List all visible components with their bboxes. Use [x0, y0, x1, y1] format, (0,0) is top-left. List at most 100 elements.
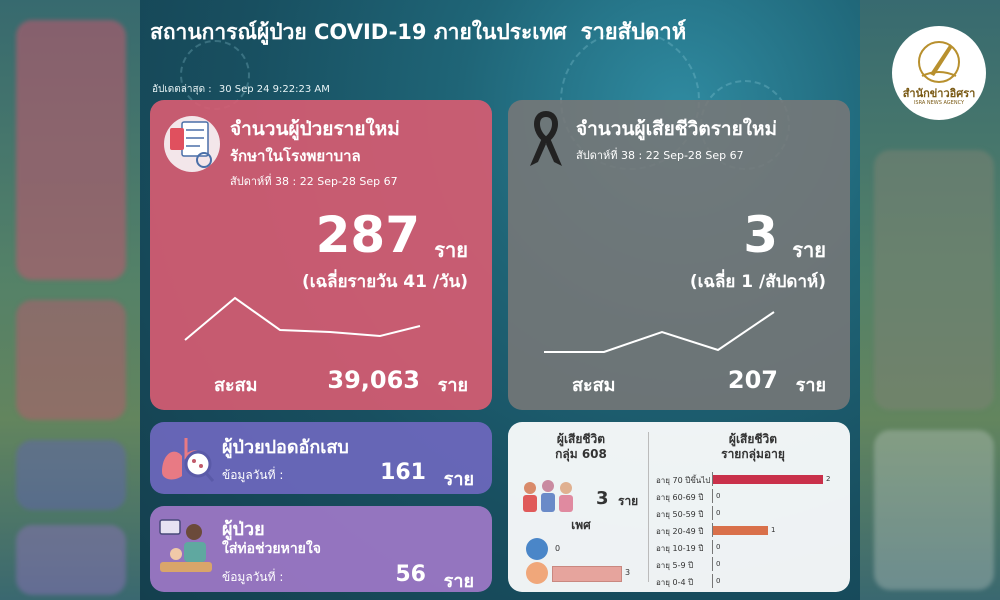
- elderly-group-icon: [523, 480, 573, 512]
- age-group-value: 0: [716, 492, 721, 500]
- page-title-suffix: รายสัปดาห์: [580, 20, 687, 45]
- new-deaths-value: 3: [743, 206, 778, 264]
- background-ghost-card: [16, 525, 126, 595]
- isra-news-logo: สำนักข่าวอิศรา ISRA NEWS AGENCY: [892, 26, 986, 120]
- last-updated-label: อัปเดตล่าสุด :: [152, 84, 212, 95]
- ventilator-subtitle: ใส่ท่อช่วยหายใจ: [222, 541, 321, 557]
- age-group-label: อายุ 50-59 ปี: [656, 510, 704, 519]
- new-cases-unit: ราย: [434, 238, 468, 262]
- new-deaths-trend-line: [544, 311, 775, 353]
- age-group-value: 0: [716, 509, 721, 517]
- new-deaths-card: จำนวนผู้เสียชีวิตรายใหม่ สัปดาห์ที่ 38 :…: [508, 100, 850, 410]
- ventilator-title: ผู้ป่วย: [222, 519, 265, 540]
- pneumonia-unit: ราย: [443, 469, 474, 490]
- new-deaths-cumulative-unit: ราย: [795, 375, 826, 396]
- background-ghost-card: [874, 150, 994, 410]
- age-group-axis: [712, 489, 713, 503]
- background-left: [0, 0, 140, 600]
- ventilator-card: ผู้ป่วย ใส่ท่อช่วยหายใจ ข้อมูลวันที่ : 5…: [150, 506, 492, 592]
- male-avatar-icon: [526, 538, 548, 560]
- new-cases-subtitle: รักษาในโรงพยาบาล: [230, 147, 361, 165]
- age-group-axis: [712, 557, 713, 571]
- page-title: สถานการณ์ผู้ป่วย COVID-19 ภายในประเทศ ราย…: [150, 14, 850, 49]
- background-ghost-card: [16, 440, 126, 510]
- new-cases-trend-line: [184, 296, 421, 341]
- group-608-title-line2: กลุ่ม 608: [555, 447, 607, 461]
- age-group-label: อายุ 10-19 ปี: [656, 544, 704, 553]
- new-cases-cumulative-value: 39,063: [327, 366, 420, 394]
- group-608-title-line1: ผู้เสียชีวิต: [556, 432, 606, 446]
- age-group-value: 0: [716, 543, 721, 551]
- new-deaths-title: จำนวนผู้เสียชีวิตรายใหม่: [576, 118, 778, 140]
- age-group-bar: [713, 475, 823, 484]
- last-updated-value: 30 Sep 24 9:22:23 AM: [218, 84, 330, 95]
- age-group-axis: [712, 523, 713, 537]
- gender-row-female: 3: [526, 562, 646, 584]
- age-group-label: อายุ 20-49 ปี: [656, 527, 704, 536]
- ventilator-patient-icon: [159, 519, 212, 572]
- new-cases-value: 287: [315, 206, 420, 264]
- background-ghost-card: [874, 430, 994, 590]
- age-group-bar: [713, 526, 768, 535]
- age-group-label: อายุ 0-4 ปี: [656, 578, 694, 587]
- group-608-title: ผู้เสียชีวิต กลุ่ม 608: [526, 432, 636, 462]
- age-group-axis: [712, 540, 713, 554]
- gender-row-male: 0: [526, 538, 646, 560]
- age-group-value: 1: [771, 526, 776, 534]
- age-group-label: อายุ 5-9 ปี: [656, 561, 694, 570]
- gender-title: เพศ: [571, 518, 591, 532]
- page-title-main: สถานการณ์ผู้ป่วย COVID-19 ภายในประเทศ: [150, 20, 567, 44]
- new-cases-card: จำนวนผู้ป่วยรายใหม่ รักษาในโรงพยาบาล สัป…: [150, 100, 492, 410]
- mourning-ribbon-icon: [530, 110, 562, 166]
- pneumonia-value: 161: [380, 460, 426, 485]
- age-group-value: 2: [826, 475, 831, 483]
- age-group-label: อายุ 60-69 ปี: [656, 493, 704, 502]
- new-cases-average: (เฉลี่ยรายวัน 41 /วัน): [302, 272, 468, 292]
- group-608-unit: ราย: [618, 494, 639, 508]
- new-deaths-average: (เฉลี่ย 1 /สัปดาห์): [689, 272, 826, 292]
- quill-icon: [918, 41, 960, 83]
- age-group-title: ผู้เสียชีวิต รายกลุ่มอายุ: [668, 432, 838, 462]
- last-updated: อัปเดตล่าสุด : 30 Sep 24 9:22:23 AM: [152, 82, 330, 97]
- age-group-axis: [712, 574, 713, 588]
- age-group-axis: [712, 472, 713, 486]
- ventilator-value: 56: [395, 562, 426, 587]
- age-group-row: อายุ 5-9 ปี 0: [656, 557, 846, 571]
- new-cases-title: จำนวนผู้ป่วยรายใหม่: [230, 118, 400, 140]
- age-group-title-line1: ผู้เสียชีวิต: [728, 432, 778, 446]
- age-group-row: อายุ 60-69 ปี 0: [656, 489, 846, 503]
- new-cases-cumulative-label: สะสม: [214, 375, 258, 396]
- age-group-value: 0: [716, 560, 721, 568]
- age-group-title-line2: รายกลุ่มอายุ: [721, 447, 785, 461]
- new-deaths-unit: ราย: [792, 238, 826, 262]
- ventilator-unit: ราย: [443, 571, 474, 592]
- stats-divider: [648, 432, 649, 582]
- new-deaths-cumulative-value: 207: [727, 366, 778, 394]
- deaths-breakdown-card: ผู้เสียชีวิต กลุ่ม 608 3 ราย เพศ 0 3 ผู้…: [508, 422, 850, 592]
- logo-name-th: สำนักข่าวอิศรา: [902, 87, 976, 100]
- female-value: 3: [625, 568, 631, 577]
- medical-report-icon: [164, 116, 220, 172]
- pneumonia-title: ผู้ป่วยปอดอักเสบ: [222, 437, 349, 458]
- lungs-icon: [162, 438, 215, 482]
- new-deaths-cumulative-label: สะสม: [572, 375, 616, 396]
- new-cases-week: สัปดาห์ที่ 38 : 22 Sep-28 Sep 67: [230, 175, 398, 188]
- new-deaths-week: สัปดาห์ที่ 38 : 22 Sep-28 Sep 67: [576, 149, 744, 162]
- age-group-row: อายุ 20-49 ปี 1: [656, 523, 846, 537]
- age-group-row: อายุ 10-19 ปี 0: [656, 540, 846, 554]
- male-value: 0: [555, 544, 561, 553]
- age-group-label: อายุ 70 ปีขึ้นไป: [656, 476, 711, 485]
- background-ghost-card: [16, 20, 126, 280]
- pneumonia-date-label: ข้อมูลวันที่ :: [222, 468, 284, 482]
- age-group-row: อายุ 50-59 ปี 0: [656, 506, 846, 520]
- new-cases-cumulative-unit: ราย: [437, 375, 468, 396]
- age-group-axis: [712, 506, 713, 520]
- ventilator-date-label: ข้อมูลวันที่ :: [222, 570, 284, 584]
- female-bar: [552, 566, 622, 582]
- female-avatar-icon: [526, 562, 548, 584]
- background-ghost-card: [16, 300, 126, 420]
- age-group-value: 0: [716, 577, 721, 585]
- pneumonia-card: ผู้ป่วยปอดอักเสบ ข้อมูลวันที่ : 161 ราย: [150, 422, 492, 494]
- age-group-row: อายุ 0-4 ปี 0: [656, 574, 846, 588]
- age-group-row: อายุ 70 ปีขึ้นไป 2: [656, 472, 846, 486]
